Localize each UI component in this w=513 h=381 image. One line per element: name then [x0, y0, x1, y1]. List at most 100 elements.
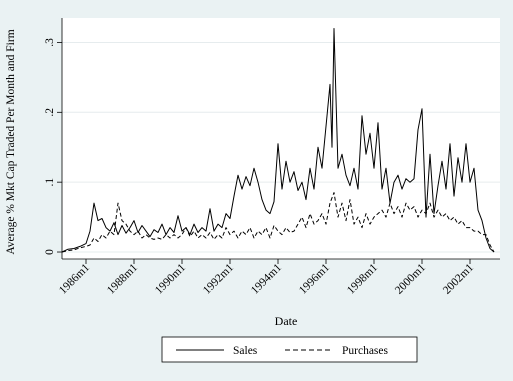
data-point-purchases — [437, 210, 438, 211]
data-point-purchases — [101, 234, 102, 235]
data-point-purchases — [305, 227, 306, 228]
data-point-purchases — [285, 227, 286, 228]
data-point-purchases — [445, 213, 446, 214]
data-point-purchases — [293, 231, 294, 232]
data-point-sales — [241, 189, 242, 190]
data-point-sales — [485, 237, 486, 238]
data-point-sales — [357, 189, 358, 190]
data-point-purchases — [325, 224, 326, 225]
data-point-sales — [117, 234, 118, 235]
data-point-sales — [405, 178, 406, 179]
y-tick-label: .3 — [44, 38, 56, 47]
data-point-sales — [245, 176, 246, 177]
data-point-purchases — [97, 241, 98, 242]
legend-label-purchases: Purchases — [342, 345, 389, 357]
data-point-purchases — [337, 217, 338, 218]
data-point-sales — [469, 182, 470, 183]
data-point-purchases — [297, 224, 298, 225]
data-point-purchases — [409, 210, 410, 211]
data-point-sales — [273, 201, 274, 202]
series-line-purchases — [61, 192, 495, 253]
data-point-purchases — [281, 234, 282, 235]
data-point-purchases — [493, 251, 494, 252]
data-point-sales — [465, 143, 466, 144]
data-point-purchases — [321, 213, 322, 214]
data-point-sales — [331, 147, 332, 148]
data-point-sales — [381, 189, 382, 190]
data-point-purchases — [129, 231, 130, 232]
data-point-sales — [265, 210, 266, 211]
data-point-sales — [457, 157, 458, 158]
data-point-purchases — [361, 227, 362, 228]
data-point-sales — [269, 213, 270, 214]
data-point-purchases — [349, 199, 350, 200]
y-tick-label: 0 — [44, 249, 56, 255]
data-point-sales — [141, 225, 142, 226]
data-point-purchases — [73, 249, 74, 250]
data-point-sales — [333, 28, 334, 29]
data-point-purchases — [221, 237, 222, 238]
data-point-sales — [433, 213, 434, 214]
data-point-sales — [321, 168, 322, 169]
data-point-sales — [309, 168, 310, 169]
data-point-purchases — [473, 231, 474, 232]
data-point-purchases — [181, 234, 182, 235]
data-point-purchases — [229, 234, 230, 235]
data-point-sales — [417, 129, 418, 130]
data-point-purchases — [161, 239, 162, 240]
data-point-purchases — [277, 231, 278, 232]
data-point-sales — [293, 171, 294, 172]
data-point-sales — [373, 168, 374, 169]
data-point-sales — [285, 161, 286, 162]
data-point-sales — [249, 185, 250, 186]
data-point-sales — [89, 231, 90, 232]
data-point-sales — [341, 154, 342, 155]
data-point-purchases — [317, 220, 318, 221]
data-point-purchases — [79, 247, 80, 248]
data-point-purchases — [421, 210, 422, 211]
data-point-purchases — [253, 237, 254, 238]
plot-area — [62, 18, 500, 259]
data-point-sales — [477, 210, 478, 211]
data-point-purchases — [193, 231, 194, 232]
data-point-purchases — [185, 227, 186, 228]
data-point-purchases — [457, 224, 458, 225]
data-point-sales — [281, 189, 282, 190]
data-point-sales — [181, 231, 182, 232]
data-point-purchases — [449, 220, 450, 221]
series-layer — [61, 28, 495, 253]
data-point-purchases — [85, 246, 86, 247]
data-point-sales — [217, 224, 218, 225]
data-point-purchases — [381, 210, 382, 211]
data-point-sales — [401, 189, 402, 190]
data-point-purchases — [357, 217, 358, 218]
data-point-purchases — [461, 220, 462, 221]
data-point-purchases — [369, 224, 370, 225]
data-point-purchases — [241, 231, 242, 232]
data-point-purchases — [169, 237, 170, 238]
data-point-sales — [221, 227, 222, 228]
data-point-purchases — [213, 239, 214, 240]
data-point-sales — [113, 222, 114, 223]
data-point-sales — [453, 196, 454, 197]
data-point-purchases — [201, 234, 202, 235]
data-point-purchases — [113, 234, 114, 235]
data-point-sales — [361, 115, 362, 116]
data-point-sales — [461, 182, 462, 183]
data-point-purchases — [385, 217, 386, 218]
data-point-purchases — [257, 231, 258, 232]
data-point-purchases — [485, 234, 486, 235]
data-point-sales — [209, 208, 210, 209]
data-point-sales — [229, 218, 230, 219]
data-point-purchases — [265, 227, 266, 228]
data-point-sales — [97, 220, 98, 221]
data-point-sales — [353, 168, 354, 169]
data-point-sales — [445, 189, 446, 190]
data-point-purchases — [405, 203, 406, 204]
data-point-sales — [149, 236, 150, 237]
data-point-sales — [289, 182, 290, 183]
data-point-purchases — [269, 237, 270, 238]
data-point-sales — [317, 147, 318, 148]
data-point-purchases — [289, 232, 290, 233]
